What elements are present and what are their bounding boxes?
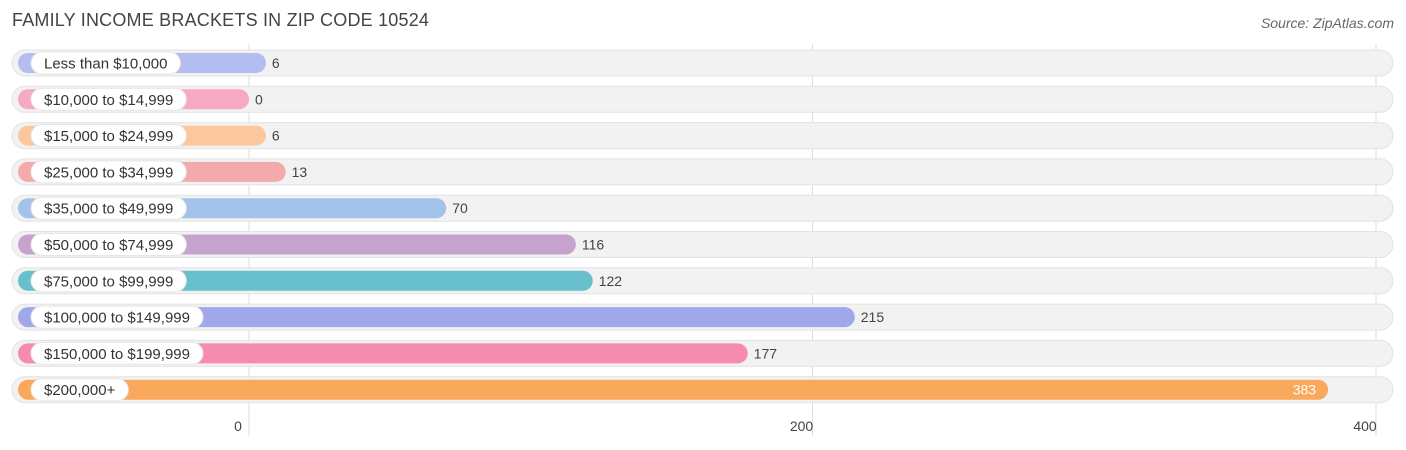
value-label: 116 [582,237,605,253]
value-label: 215 [861,309,885,325]
bar-9 [18,379,1329,400]
value-label: 6 [272,128,280,144]
category-label: $25,000 to $34,999 [44,164,173,181]
row-track [11,122,1394,150]
value-label: 177 [754,345,778,361]
bars-group: Less than $10,000 6 $10,000 to $14,999 0 $15… [11,49,1394,404]
category-label: $75,000 to $99,999 [44,273,173,290]
tick-label-200: 200 [790,418,814,434]
value-label: 383 [1293,382,1317,398]
value-label: 122 [599,273,623,289]
tick-label-400: 400 [1353,418,1377,434]
value-label: 13 [292,164,308,180]
bar-7 [18,307,855,328]
category-pill [30,341,204,365]
value-label: 0 [255,91,263,107]
category-label: $15,000 to $24,999 [44,128,173,145]
row-track [11,158,1394,186]
chart-title: FAMILY INCOME BRACKETS IN ZIP CODE 10524 [12,10,430,30]
row-track [11,49,1394,77]
category-pill [30,233,187,256]
category-pill [30,378,129,402]
category-pill [30,160,187,184]
category-pill [30,305,204,329]
value-label: 70 [452,200,468,216]
category-label: $100,000 to $149,999 [44,310,190,327]
category-label: $150,000 to $199,999 [44,346,190,363]
category-label: $200,000+ [44,382,116,399]
category-pill [30,124,187,148]
category-pill [30,269,187,293]
tick-label-0: 0 [234,418,242,434]
category-label: $50,000 to $74,999 [44,237,173,254]
row-track [11,85,1394,113]
category-pill [30,196,187,220]
category-label: $10,000 to $14,999 [44,92,173,109]
source-label: Source: ZipAtlas.com [1260,15,1394,31]
category-pill [30,51,181,75]
category-label: Less than $10,000 [44,56,167,73]
value-label: 6 [272,55,280,71]
category-label: $35,000 to $49,999 [44,201,173,218]
category-pill [30,87,187,111]
